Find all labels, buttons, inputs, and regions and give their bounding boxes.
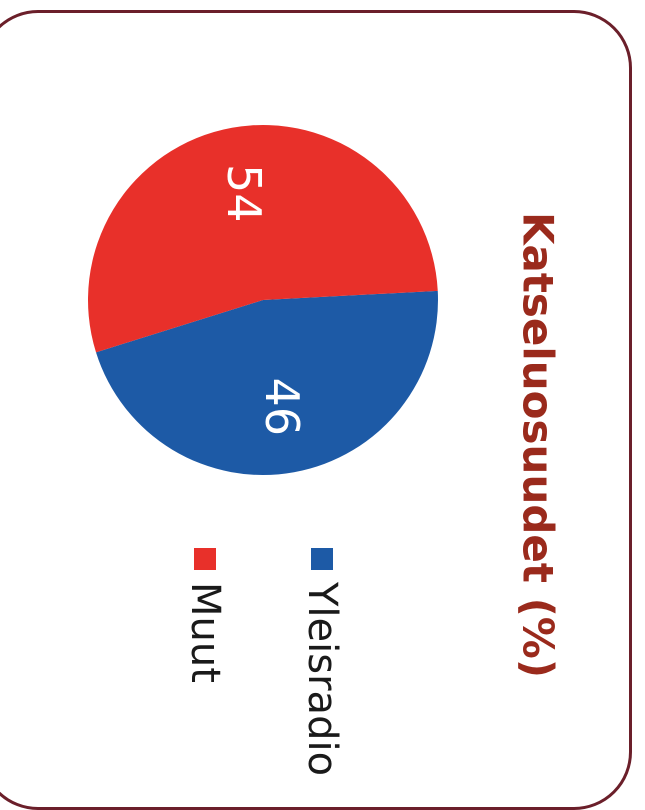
legend-swatch-yleisradio bbox=[311, 548, 333, 570]
chart-title: Katseluosuudet (%) bbox=[514, 212, 563, 678]
legend-swatch-muut bbox=[194, 548, 216, 570]
legend-item-muut: Muut bbox=[182, 548, 228, 683]
legend-item-yleisradio: Yleisradio bbox=[299, 548, 345, 776]
pie-slice-muut bbox=[87, 124, 438, 353]
legend-label-muut: Muut bbox=[182, 582, 228, 683]
pie-slice-value-yleisradio: 46 bbox=[255, 378, 309, 437]
pie-slice-labels: 46 54 bbox=[217, 164, 309, 436]
pie-slice-yleisradio bbox=[96, 290, 438, 475]
chart-rotated-group: 46 54 Katseluosuudet (%) Yleisradio Muut bbox=[87, 124, 563, 776]
pie-chart: 46 54 Katseluosuudet (%) Yleisradio Muut bbox=[87, 124, 563, 776]
legend: Yleisradio Muut bbox=[182, 548, 345, 776]
legend-label-yleisradio: Yleisradio bbox=[299, 581, 345, 776]
pie-slices bbox=[87, 124, 438, 475]
pie-slice-value-muut: 54 bbox=[217, 164, 271, 223]
